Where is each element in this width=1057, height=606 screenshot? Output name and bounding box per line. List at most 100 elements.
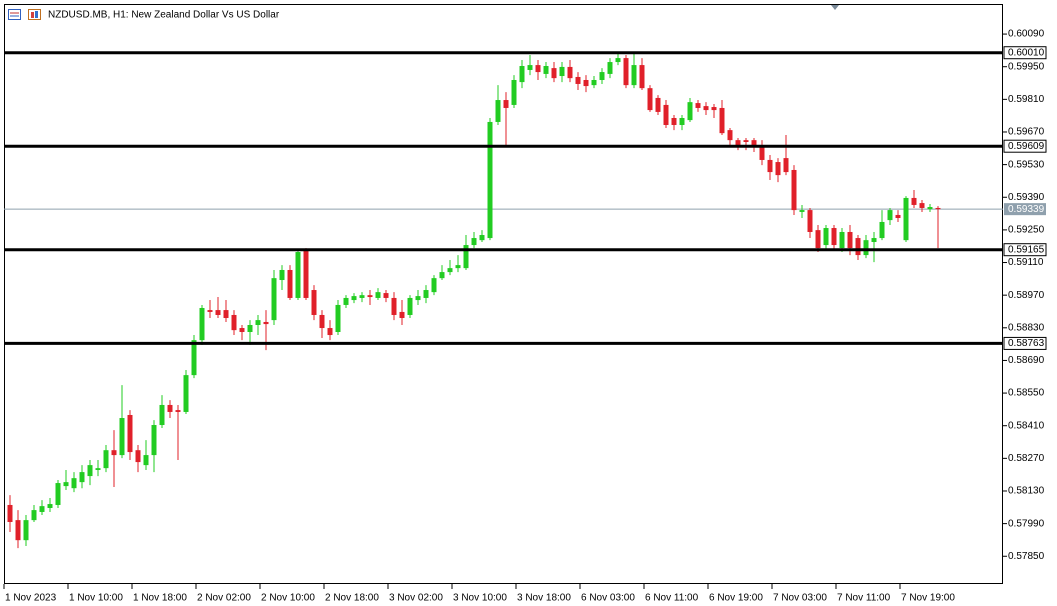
candle-body [847,231,853,249]
candle-body [911,197,917,205]
candle-body [783,158,789,173]
candle-body [287,269,293,298]
candle-body [511,79,517,105]
candle-body [471,238,477,246]
candle-body [383,293,389,298]
candle-body [39,506,45,512]
candle-body [431,278,437,293]
candle-body [95,468,101,471]
candle-body [703,106,709,111]
y-tick-label: 0.58550 [1008,388,1045,399]
candle-body [143,455,149,466]
last-price-box [1004,203,1046,216]
y-tick-label: 0.59810 [1008,94,1045,105]
candle-body [751,140,757,146]
candle-body [167,404,173,412]
x-tick-label: 3 Nov 18:00 [517,593,571,604]
candle-body [311,290,317,315]
candle-body [807,210,813,232]
candle-body [871,238,877,243]
candle-body [919,203,925,208]
x-tick-label: 6 Nov 03:00 [581,593,635,604]
candle-body [767,159,773,173]
candle-body [775,162,781,176]
y-tick-label: 0.57850 [1008,551,1045,562]
candle-body [191,340,197,376]
candle-body [559,66,565,77]
candle-body [351,296,357,301]
candle-body [295,252,301,298]
candle-body [407,297,413,315]
candle-body [495,100,501,122]
x-tick-label: 3 Nov 10:00 [453,593,507,604]
candle-body [463,245,469,269]
y-tick-label: 0.58690 [1008,355,1045,366]
candle-body [127,414,133,453]
candle-body [583,79,589,87]
candle-body [607,62,613,74]
candle-body [935,207,941,210]
candle-body [887,210,893,221]
candle-body [199,307,205,341]
candle-body [103,450,109,469]
candle-body [31,510,37,521]
candle-body [359,295,365,298]
y-tick-label: 0.59250 [1008,225,1045,236]
icon[interactable] [28,9,41,20]
candle-body [527,65,533,70]
candle-body [743,140,749,143]
y-tick-label: 0.59110 [1008,257,1044,268]
x-tick-label: 7 Nov 19:00 [901,593,955,604]
icon-bar [35,11,38,18]
x-tick-label: 7 Nov 11:00 [837,593,891,604]
candle-body [759,145,765,160]
candle-body [7,504,13,522]
candle-body [439,272,445,279]
candle-body [447,268,453,273]
candle-body [15,520,21,541]
y-tick-label: 0.58830 [1008,322,1045,333]
candle-body [799,210,805,212]
y-tick-label: 0.59670 [1008,127,1045,138]
candle-body [679,117,685,125]
candle-body [543,66,549,74]
candle-body [327,328,333,336]
candle-body [695,103,701,108]
shift-marker[interactable] [831,5,839,10]
candle-body [255,320,261,326]
candle-body [79,472,85,483]
level-label: 0.58763 [1008,338,1045,349]
candle-body [47,504,53,509]
candle-body [863,240,869,256]
candle-body [111,450,117,456]
level-label: 0.59609 [1008,141,1045,152]
level-label-box [1003,139,1047,153]
x-tick-label: 2 Nov 18:00 [325,593,379,604]
candle-body [367,295,373,298]
candle-body [391,297,397,315]
plot-frame [4,4,1003,584]
candle-body [151,425,157,456]
x-tick-label: 2 Nov 02:00 [197,593,251,604]
candle-body [591,79,597,86]
candle-body [791,169,797,211]
icon[interactable] [8,9,21,20]
candle-body [711,107,717,111]
last-price-label: 0.59339 [1008,204,1045,215]
candle-body [535,65,541,73]
candle-body [159,404,165,426]
candle-body [119,418,125,456]
candle-body [895,214,901,219]
chart-title: NZDUSD.MB, H1: New Zealand Dollar Vs US … [48,10,280,21]
candle-body [519,66,525,83]
candle-body [231,314,237,331]
candle-body [903,197,909,241]
candle-body [479,235,485,241]
candle-body [639,65,645,89]
candle-body [423,290,429,298]
x-tick-label: 1 Nov 18:00 [133,593,187,604]
candle-body [623,58,629,86]
y-tick-label: 0.59530 [1008,159,1045,170]
candle-body [719,107,725,134]
